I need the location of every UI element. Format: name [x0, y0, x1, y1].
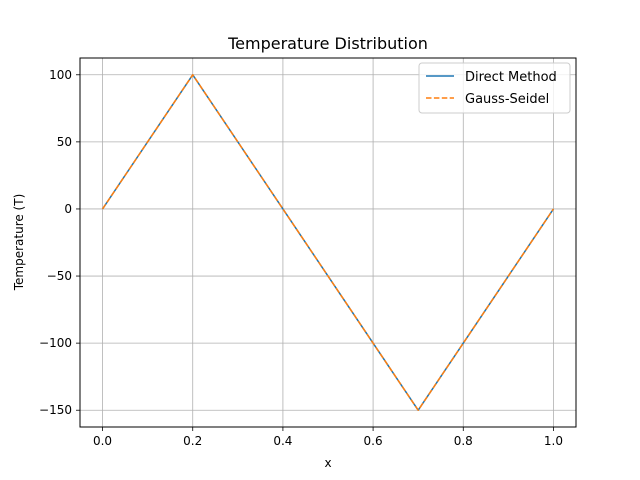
x-axis: 0.0 0.2 0.4 0.6 0.8 1.0 — [93, 427, 563, 448]
legend-box — [418, 62, 571, 114]
y-tick-label: −50 — [47, 269, 72, 283]
x-tick-label: 0.4 — [273, 434, 292, 448]
y-axis: −150 −100 −50 0 50 100 — [39, 68, 80, 417]
y-axis-label: Temperature (T) — [12, 194, 26, 292]
axes-frame — [79, 57, 577, 428]
x-tick-label: 0.8 — [454, 434, 473, 448]
legend: Direct Method Gauss-Seidel — [418, 62, 571, 114]
x-tick-label: 0.2 — [183, 434, 202, 448]
chart-title: Temperature Distribution — [227, 34, 428, 53]
y-tick-label: −100 — [39, 336, 72, 350]
x-axis-label: x — [324, 456, 331, 470]
y-tick-label: 0 — [64, 202, 72, 216]
series-layer — [101, 74, 555, 411]
y-tick-label: 50 — [57, 135, 72, 149]
legend-label-gauss-seidel: Gauss-Seidel — [465, 92, 549, 107]
x-tick-label: 0.6 — [364, 434, 383, 448]
legend-label-direct-method: Direct Method — [465, 70, 557, 85]
grid — [80, 58, 576, 427]
x-tick-label: 0.0 — [93, 434, 112, 448]
x-tick-label: 1.0 — [544, 434, 563, 448]
y-tick-label: −150 — [39, 403, 72, 417]
series-line-gauss-seidel — [101, 74, 555, 411]
y-tick-label: 100 — [49, 68, 72, 82]
